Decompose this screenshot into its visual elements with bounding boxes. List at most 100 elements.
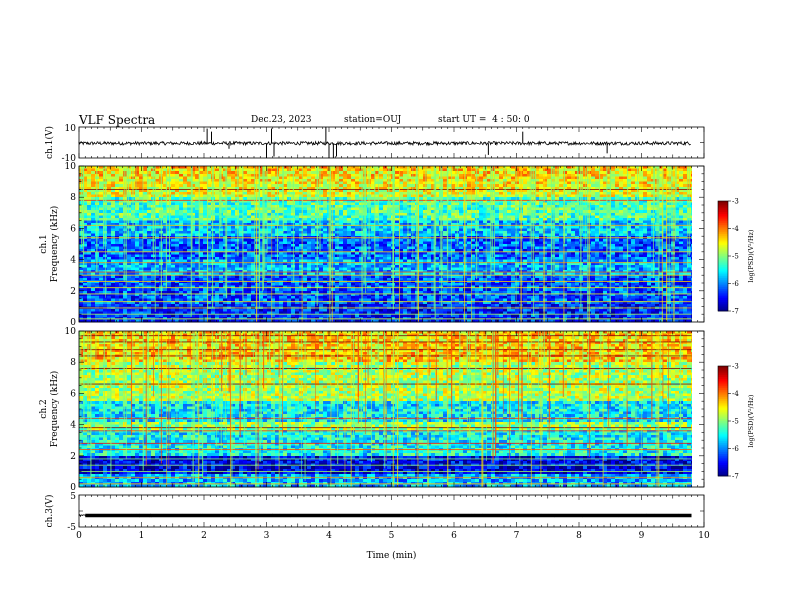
x-tick-label: 0 (76, 531, 82, 541)
y-tick-label: 4 (70, 421, 76, 431)
waveform-ch3-x-ticks (78, 495, 705, 527)
date-label: Dec.23, 2023 (251, 115, 312, 125)
colorbar-step (718, 279, 728, 283)
colorbar-step (718, 369, 728, 372)
colorbar-step (718, 283, 728, 286)
colorbar-tick-label: -7 (732, 308, 739, 316)
colorbar-label: log(PSD)(V²/Hz) (747, 394, 755, 447)
ylabel-line: Frequency (kHz) (49, 371, 60, 448)
colorbar-step (718, 296, 728, 299)
waveform-ch1-y-ticks: 10 -10 (62, 124, 704, 164)
y-tick-label: 2 (70, 287, 76, 297)
colorbar-step (718, 386, 728, 389)
colorbar-step (718, 294, 728, 297)
x-tick-label: 3 (264, 531, 270, 541)
colorbar-step (718, 466, 728, 470)
waveform-ch1-ylabel: ch.1(V) (44, 126, 55, 159)
colorbar-step (718, 397, 728, 400)
colorbar-step (718, 433, 728, 437)
x-axis-label: Time (min) (367, 550, 417, 561)
colorbar-step (718, 276, 728, 279)
colorbar-step (718, 439, 728, 442)
colorbar-step (718, 305, 728, 308)
spectrogram-ch1-x-ticks (78, 166, 705, 322)
colorbar-step (718, 256, 728, 259)
ylabel-line: ch.1 (39, 234, 49, 253)
ylabel-line: ch.2 (39, 399, 49, 418)
y-tick-label: 10 (65, 327, 77, 337)
spectrogram-ch1-colorbar: -3 -4 -5 -6 -7 log(PSD)(V²/Hz) (717, 198, 755, 316)
colorbar-step (718, 241, 728, 244)
colorbar-step (718, 265, 728, 268)
waveform-ch1-panel: 10 -10 ch.1(V) (44, 124, 705, 164)
colorbar-step (718, 245, 728, 248)
spectrogram-ch2-sferics (79, 331, 682, 487)
colorbar-step (718, 446, 728, 449)
colorbar-step (718, 422, 728, 426)
colorbar-step (718, 384, 728, 387)
y-tick-label: 0 (70, 318, 76, 328)
colorbar-step (718, 252, 728, 255)
y-tick-label: -10 (62, 154, 77, 164)
y-tick-label: 10 (65, 162, 77, 172)
colorbar-tick-label: -6 (732, 280, 739, 288)
colorbar-step (718, 237, 728, 240)
colorbar-step (718, 246, 728, 250)
colorbar-step (718, 263, 728, 266)
colorbar-step (718, 228, 728, 231)
colorbar-step (718, 281, 728, 284)
spectrogram-ch2-cells (79, 331, 692, 488)
colorbar-step (718, 234, 728, 237)
colorbar-step (718, 206, 728, 209)
spectrogram-ch2-colorbar: -3 -4 -5 -6 -7 log(PSD)(V²/Hz) (717, 363, 755, 481)
colorbar-step (718, 309, 728, 312)
colorbar-step (718, 450, 728, 453)
colorbar-step (718, 270, 728, 273)
colorbar-step (718, 223, 728, 226)
colorbar-step (718, 250, 728, 253)
colorbar-step (718, 459, 728, 462)
colorbar-step (718, 239, 728, 242)
colorbar-step (718, 428, 728, 431)
colorbar-step (718, 202, 728, 206)
colorbar-tick-label: -4 (732, 225, 739, 233)
colorbar-step (718, 213, 728, 217)
colorbar-step (718, 371, 728, 374)
colorbar-step (718, 411, 728, 415)
x-tick-label: 7 (514, 531, 520, 541)
colorbar-step (718, 470, 728, 473)
colorbar-step (718, 210, 728, 213)
colorbar-step (718, 441, 728, 444)
colorbar-step (718, 278, 728, 281)
colorbar-step (718, 472, 728, 475)
colorbar-step (718, 382, 728, 385)
colorbar-step (718, 400, 728, 404)
waveform-ch1-x-ticks (78, 127, 705, 158)
colorbar-step (718, 298, 728, 301)
y-tick-label: 10 (65, 124, 77, 134)
colorbar-step (718, 463, 728, 466)
x-tick-label: 10 (698, 531, 710, 541)
colorbar-step (718, 367, 728, 371)
colorbar-step (718, 201, 728, 204)
y-tick-label: 6 (70, 389, 76, 399)
colorbar-step (718, 452, 728, 455)
colorbar-step (718, 290, 728, 294)
colorbar-step (718, 457, 728, 460)
spectrogram-ch1-panel: 0 2 4 6 8 10 ch.1 Frequency (kHz) (39, 162, 705, 328)
colorbar-tick-label: -3 (732, 198, 739, 206)
colorbar-step (718, 292, 728, 295)
colorbar-step (718, 421, 728, 424)
colorbar-step (718, 454, 728, 457)
colorbar-step (718, 373, 728, 376)
colorbar-tick-label: -5 (732, 418, 739, 426)
colorbar-step (718, 465, 728, 468)
colorbar-step (718, 224, 728, 228)
colorbar-step (718, 426, 728, 429)
spectrogram-ch1-ylabel: ch.1 Frequency (kHz) (39, 206, 60, 283)
colorbar-step (718, 221, 728, 224)
colorbar-step (718, 274, 728, 277)
colorbar-step (718, 404, 728, 407)
colorbar-step (718, 212, 728, 215)
